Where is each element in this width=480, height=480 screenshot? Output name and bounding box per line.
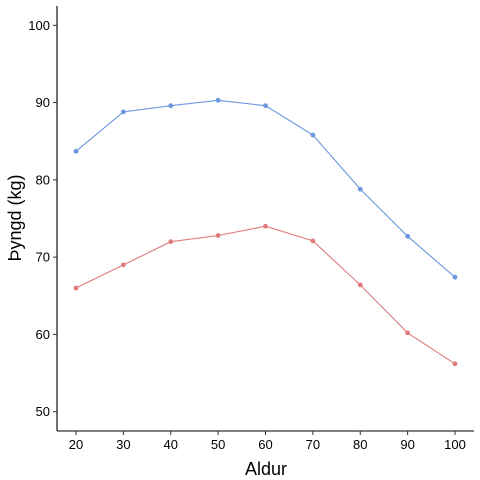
y-tick-label: 80 [36, 172, 50, 187]
series-2-line [75, 225, 456, 365]
series-1-point [120, 109, 126, 115]
series-2-point [452, 361, 458, 367]
series-1-point [263, 103, 268, 109]
x-tick-label: 80 [353, 437, 367, 452]
series-1-point [215, 97, 221, 103]
x-tick-label: 70 [306, 437, 320, 452]
series-1-point [73, 148, 79, 154]
x-tick-label: 40 [164, 437, 178, 452]
x-tick-label: 20 [69, 437, 83, 452]
y-tick-label: 70 [36, 250, 50, 265]
x-axis-title: Aldur [245, 459, 287, 479]
y-tick-label: 90 [36, 95, 50, 110]
series-1-line [75, 99, 456, 278]
y-tick-label: 60 [36, 327, 50, 342]
series-1-point [452, 274, 458, 280]
x-tick-label: 100 [444, 437, 466, 452]
axes [56, 6, 474, 432]
series-1-point [405, 233, 411, 239]
series-2-point [263, 223, 268, 229]
series-2-point [310, 238, 316, 244]
series-1-point [357, 186, 363, 192]
series-2-point [73, 285, 79, 291]
y-axis-title: Þyngd (kg) [5, 174, 25, 261]
series-2-point [215, 233, 221, 238]
x-tick-label: 50 [211, 437, 225, 452]
series-2-point [405, 330, 411, 336]
series-2-point [357, 282, 363, 288]
y-tick-label: 50 [36, 404, 50, 419]
y-tick-label: 100 [28, 18, 50, 33]
series-1-point [310, 132, 316, 138]
series-1-point [168, 103, 174, 109]
series-2-point [168, 239, 174, 245]
x-tick-label: 30 [116, 437, 130, 452]
series-2-point [120, 262, 126, 268]
series-layer [73, 97, 458, 367]
x-tick-label: 90 [400, 437, 414, 452]
x-tick-label: 60 [258, 437, 272, 452]
ticks: 20 30 40 50 60 70 80 90 100 50 60 70 80 90 100 [28, 18, 466, 452]
